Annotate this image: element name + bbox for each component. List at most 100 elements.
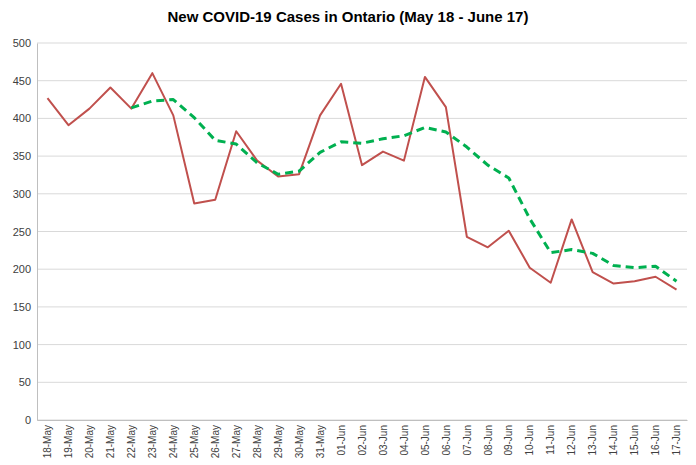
x-tick-label: 14-Jun bbox=[608, 425, 619, 456]
x-tick-label: 21-May bbox=[105, 425, 116, 458]
x-tick: 25-May bbox=[189, 420, 200, 458]
y-axis: 0 50 100 150 200 250 300 350 400 450 500 bbox=[13, 37, 38, 426]
x-tick: 30-May bbox=[294, 420, 305, 458]
x-tick-label: 09-Jun bbox=[503, 425, 514, 456]
y-tick-label: 350 bbox=[13, 150, 31, 162]
y-tick: 100 bbox=[13, 339, 37, 351]
y-tick: 0 bbox=[25, 414, 37, 426]
x-tick: 17-Jun bbox=[671, 420, 682, 456]
x-tick: 03-Jun bbox=[378, 420, 389, 456]
y-tick: 450 bbox=[13, 75, 37, 87]
x-tick-label: 18-May bbox=[42, 425, 53, 458]
x-tick-label: 23-May bbox=[147, 425, 158, 458]
x-tick-label: 12-Jun bbox=[566, 425, 577, 456]
x-tick-label: 29-May bbox=[273, 425, 284, 458]
grid-line bbox=[37, 420, 687, 421]
x-tick-label: 13-Jun bbox=[587, 425, 598, 456]
x-tick-label: 03-Jun bbox=[378, 425, 389, 456]
x-tick-label: 07-Jun bbox=[462, 425, 473, 456]
x-tick-label: 02-Jun bbox=[357, 425, 368, 456]
x-tick-label: 15-Jun bbox=[629, 425, 640, 456]
x-tick: 13-Jun bbox=[587, 420, 598, 456]
x-tick: 29-May bbox=[273, 420, 284, 458]
series-line bbox=[47, 73, 676, 289]
x-tick-label: 04-Jun bbox=[399, 425, 410, 456]
x-tick: 24-May bbox=[168, 420, 179, 458]
series-line bbox=[131, 100, 676, 282]
grid-line bbox=[37, 43, 687, 44]
x-tick: 27-May bbox=[231, 420, 242, 458]
y-tick: 300 bbox=[13, 188, 37, 200]
x-tick: 11-Jun bbox=[545, 420, 556, 455]
x-tick: 26-May bbox=[210, 420, 221, 458]
x-tick-label: 10-Jun bbox=[524, 425, 535, 456]
y-tick-label: 150 bbox=[13, 301, 31, 313]
y-tick: 150 bbox=[13, 301, 37, 313]
x-tick: 31-May bbox=[315, 420, 326, 458]
x-tick-label: 19-May bbox=[63, 425, 74, 458]
x-tick-label: 20-May bbox=[84, 425, 95, 458]
y-tick: 350 bbox=[13, 150, 37, 162]
x-tick-label: 06-Jun bbox=[441, 425, 452, 456]
x-tick-label: 17-Jun bbox=[671, 425, 682, 456]
y-tick-label: 0 bbox=[25, 414, 31, 426]
grid-line bbox=[37, 306, 687, 307]
x-tick-label: 22-May bbox=[126, 425, 137, 458]
x-tick: 01-Jun bbox=[336, 420, 347, 456]
y-tick-label: 250 bbox=[13, 226, 31, 238]
y-tick-label: 200 bbox=[13, 263, 31, 275]
x-tick-label: 27-May bbox=[231, 425, 242, 458]
x-axis-line bbox=[38, 420, 688, 421]
y-tick: 400 bbox=[13, 112, 37, 124]
x-tick-label: 11-Jun bbox=[545, 425, 556, 455]
x-tick-label: 31-May bbox=[315, 425, 326, 458]
y-tick: 500 bbox=[13, 37, 37, 49]
series-group bbox=[47, 73, 676, 289]
x-tick: 06-Jun bbox=[441, 420, 452, 456]
x-tick-label: 25-May bbox=[189, 425, 200, 458]
x-tick: 16-Jun bbox=[650, 420, 661, 456]
x-tick: 04-Jun bbox=[399, 420, 410, 456]
y-tick-label: 500 bbox=[13, 37, 31, 49]
chart: New COVID-19 Cases in Ontario (May 18 - … bbox=[0, 0, 696, 465]
x-tick: 08-Jun bbox=[483, 420, 494, 456]
x-tick: 15-Jun bbox=[629, 420, 640, 456]
x-tick: 14-Jun bbox=[608, 420, 619, 456]
y-tick-label: 400 bbox=[13, 112, 31, 124]
grid-line bbox=[37, 382, 687, 383]
y-tick: 50 bbox=[19, 376, 37, 388]
title: New COVID-19 Cases in Ontario (May 18 - … bbox=[168, 8, 529, 25]
x-axis: 18-May 19-May 20-May 21-May 22-May 23-May 24-M… bbox=[38, 420, 688, 458]
x-tick: 12-Jun bbox=[566, 420, 577, 456]
y-tick-label: 100 bbox=[13, 339, 31, 351]
x-tick: 10-Jun bbox=[524, 420, 535, 456]
x-tick: 19-May bbox=[63, 420, 74, 458]
y-tick: 250 bbox=[13, 226, 37, 238]
x-tick: 21-May bbox=[105, 420, 116, 458]
x-tick-label: 24-May bbox=[168, 425, 179, 458]
x-tick: 22-May bbox=[126, 420, 137, 458]
y-tick-label: 300 bbox=[13, 188, 31, 200]
grid-line bbox=[37, 193, 687, 194]
x-tick-label: 28-May bbox=[252, 425, 263, 458]
y-axis-line bbox=[37, 44, 38, 421]
x-tick-label: 16-Jun bbox=[650, 425, 661, 456]
grid bbox=[37, 43, 687, 420]
x-tick: 05-Jun bbox=[420, 420, 431, 456]
x-tick: 09-Jun bbox=[503, 420, 514, 456]
grid-line bbox=[37, 269, 687, 270]
x-tick-label: 01-Jun bbox=[336, 425, 347, 456]
x-tick: 28-May bbox=[252, 420, 263, 458]
x-tick: 18-May bbox=[42, 420, 53, 458]
x-tick-label: 30-May bbox=[294, 425, 305, 458]
x-tick: 23-May bbox=[147, 420, 158, 458]
grid-line bbox=[37, 231, 687, 232]
x-tick-label: 08-Jun bbox=[483, 425, 494, 456]
grid-line bbox=[37, 80, 687, 81]
x-tick: 07-Jun bbox=[462, 420, 473, 456]
x-tick: 20-May bbox=[84, 420, 95, 458]
y-tick-label: 450 bbox=[13, 75, 31, 87]
x-tick-label: 26-May bbox=[210, 425, 221, 458]
grid-line bbox=[37, 118, 687, 119]
grid-line bbox=[37, 344, 687, 345]
